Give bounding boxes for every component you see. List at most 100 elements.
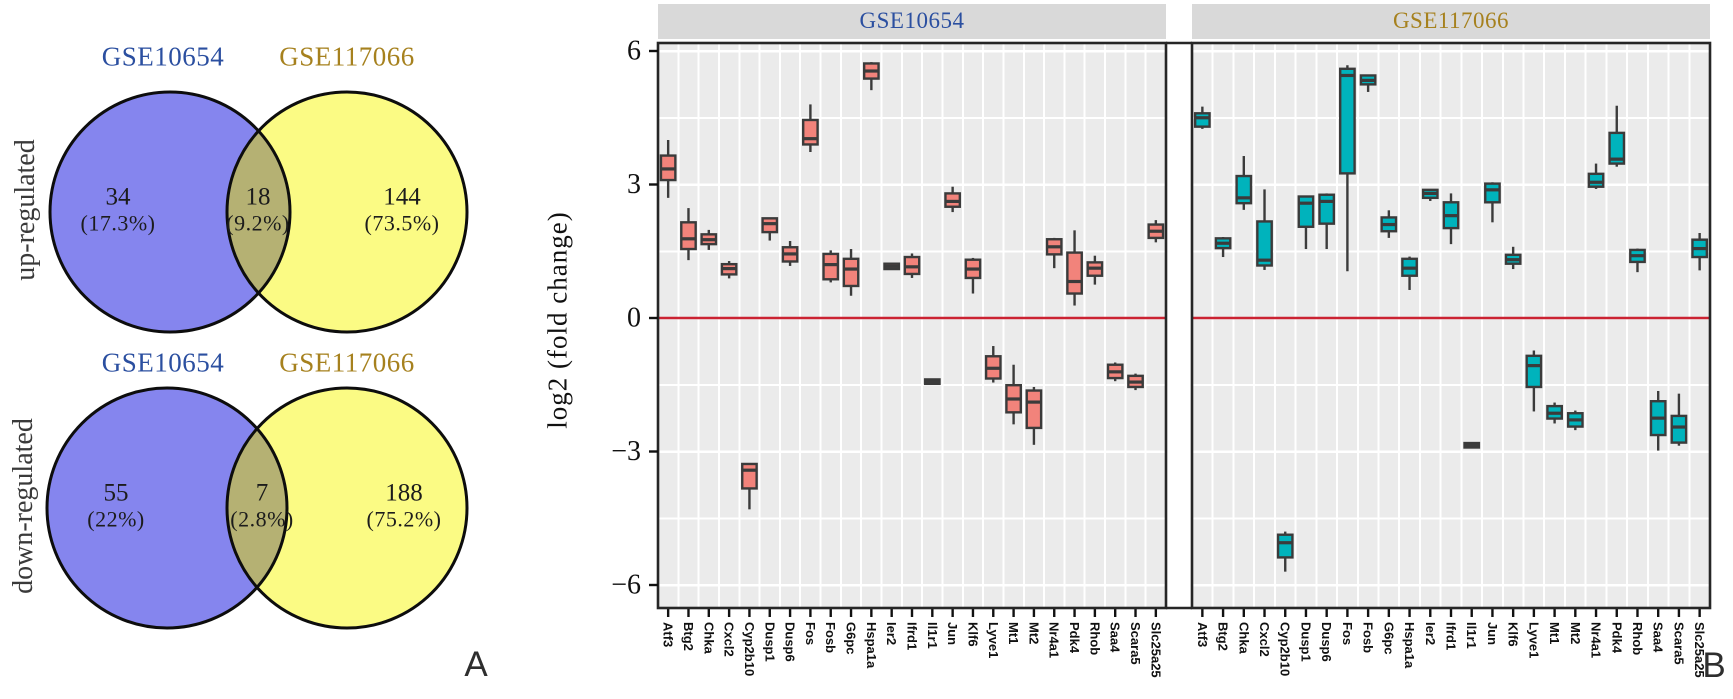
box-GSE117066-Scara5 (1670, 393, 1688, 446)
x-label-Atf3: Atf3 (1195, 622, 1210, 647)
box-GSE117066-Fosb (1359, 74, 1377, 92)
box-GSE10654-Klf6 (964, 257, 982, 294)
x-label-Atf3: Atf3 (661, 622, 676, 647)
venn-down-set1-title: GSE10654 (101, 347, 225, 378)
box-GSE117066-Hspa1a (1401, 256, 1418, 290)
count-percent: (73.5%) (364, 210, 440, 236)
venn-down-right-circle (227, 388, 467, 628)
box-iqr (1025, 389, 1043, 430)
box-GSE117066-Il1r1 (1463, 441, 1481, 449)
box-iqr (802, 118, 819, 146)
box-GSE117066-Mt1 (1546, 402, 1564, 424)
box-GSE117066-Lyve1 (1525, 350, 1543, 412)
x-label-Rhob: Rhob (1087, 622, 1102, 655)
y-axis-title: log2 (fold change) (542, 211, 573, 429)
box-iqr (1484, 182, 1501, 204)
x-label-Il1r1: Il1r1 (925, 622, 940, 649)
box-GSE10654-Pdk4 (1066, 230, 1083, 306)
facet-strip (1192, 4, 1710, 39)
venn-down-left-circle (47, 388, 287, 628)
venn-diagrams-graphic (45, 90, 469, 630)
venn-up-set2-title: GSE117066 (279, 41, 415, 72)
box-iqr (1297, 195, 1315, 228)
x-label-Nr4a1: Nr4a1 (1589, 622, 1604, 658)
x-label-Saa4: Saa4 (1651, 622, 1666, 653)
y-tick-label: 0 (627, 303, 641, 334)
x-label-Pdk4: Pdk4 (1067, 622, 1082, 654)
box-GSE10654-Lyve1 (984, 346, 1002, 383)
x-label-Dusp6: Dusp6 (1319, 622, 1334, 662)
count-percent: (17.3%) (80, 210, 156, 236)
box-iqr (680, 221, 697, 251)
x-label-Chka: Chka (701, 622, 716, 655)
venn-down-set2-title: GSE117066 (279, 347, 415, 378)
x-label-Klf6: Klf6 (1506, 622, 1521, 647)
count-percent: (22%) (87, 506, 145, 532)
x-label-Il1r1: Il1r1 (1464, 622, 1479, 649)
box-GSE117066-Dusp6 (1318, 193, 1336, 250)
box-GSE10654-Fos (802, 104, 819, 153)
box-GSE117066-Fos (1338, 65, 1356, 272)
box-iqr (741, 462, 758, 490)
box-GSE10654-Dusp1 (761, 217, 779, 241)
box-GSE10654-Ifrd1 (903, 253, 921, 278)
panel-frame (1190, 41, 1712, 610)
count-value: 55 (103, 479, 129, 507)
x-label-Chka: Chka (1236, 622, 1251, 655)
x-label-Lyve1: Lyve1 (1526, 622, 1541, 658)
box-GSE117066-Slc25a25 (1691, 233, 1709, 271)
box-iqr (1338, 67, 1356, 175)
count-value: 18 (245, 183, 271, 211)
facet-strip (658, 4, 1166, 39)
box-iqr (1608, 131, 1626, 165)
box-GSE10654-Chka (700, 229, 718, 250)
box-GSE10654-Scara5 (1127, 373, 1144, 391)
x-label-Ifrd1: Ifrd1 (905, 622, 920, 650)
y-tick-label: 6 (627, 36, 641, 67)
x-label-Mt1: Mt1 (1547, 622, 1562, 644)
box-iqr (1193, 112, 1211, 128)
box-iqr (1276, 533, 1294, 559)
box-GSE10654-Dusp6 (781, 241, 799, 266)
x-label-Fosb: Fosb (823, 622, 838, 653)
x-label-Cyp2b10: Cyp2b10 (1278, 622, 1293, 676)
x-label-Ier2: Ier2 (884, 622, 899, 645)
box-GSE10654-Ier2 (883, 262, 901, 271)
panel-a-label: A (464, 645, 488, 684)
box-iqr (1318, 193, 1336, 225)
venn-up-right-outline (225, 90, 469, 334)
x-label-G6pc: G6pc (844, 622, 859, 655)
venn-down-right-count: 188 (75.2%) (367, 480, 442, 533)
box-GSE10654-G6pc (842, 249, 860, 296)
x-label-Slc25a25: Slc25a25 (1692, 622, 1707, 678)
box-iqr (842, 257, 860, 288)
box-GSE117066-Cyp2b10 (1276, 531, 1294, 572)
x-label-Lyve1: Lyve1 (986, 622, 1001, 658)
facet-GSE117066: GSE117066 Atf3 Btg2 Chka Cxcl2 Cyp2b10 Dusp1 Du… (1190, 4, 1712, 678)
box-GSE10654-Saa4 (1106, 362, 1124, 382)
count-percent: (9.2%) (226, 210, 290, 236)
x-label-Ier2: Ier2 (1423, 622, 1438, 645)
y-tick-label: 3 (627, 169, 641, 200)
box-GSE117066-Ier2 (1421, 188, 1439, 201)
venn-down-overlap-count: 7 (2.8%) (230, 480, 293, 533)
box-iqr (1670, 414, 1688, 444)
x-label-Btg2: Btg2 (1216, 622, 1231, 651)
x-label-Rhob: Rhob (1630, 622, 1645, 655)
venn-up-set1-title: GSE10654 (101, 41, 225, 72)
box-GSE117066-Jun (1484, 182, 1501, 223)
venn-up-right-circle (227, 92, 467, 332)
box-GSE117066-Klf6 (1504, 246, 1522, 270)
count-value: 188 (385, 479, 423, 507)
x-label-Fosb: Fosb (1361, 622, 1376, 653)
x-label-Dusp1: Dusp1 (762, 622, 777, 662)
x-label-Scara5: Scara5 (1128, 622, 1143, 665)
box-GSE117066-Nr4a1 (1587, 163, 1605, 189)
x-label-Dusp6: Dusp6 (783, 622, 798, 662)
count-value: 144 (383, 183, 421, 211)
x-label-Fos: Fos (803, 622, 818, 645)
x-label-Dusp1: Dusp1 (1298, 622, 1313, 662)
box-GSE10654-Rhob (1086, 255, 1104, 285)
x-label-Fos: Fos (1340, 622, 1355, 645)
